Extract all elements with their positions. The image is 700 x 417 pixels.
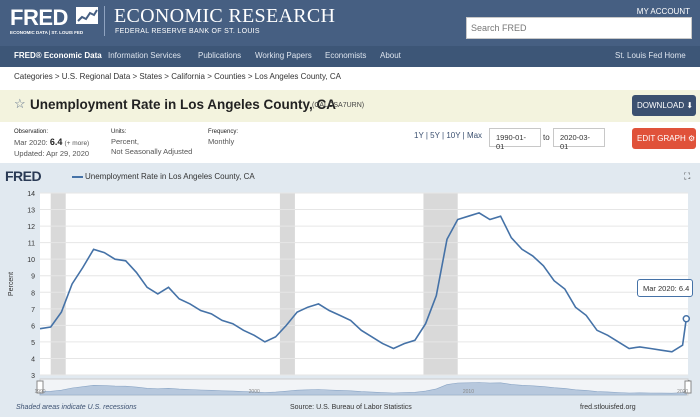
download-icon: ⬇ <box>686 101 694 110</box>
my-account-link[interactable]: MY ACCOUNT <box>636 7 690 16</box>
logo-tagline: ECONOMIC DATA | ST. LOUIS FED <box>10 30 84 35</box>
download-label: DOWNLOAD <box>637 101 685 110</box>
logo-wordmark: FRED <box>10 5 68 30</box>
to-label: to <box>543 133 550 142</box>
main-nav: FRED® Economic Data Information Services… <box>0 46 700 67</box>
y-tick-label: 8 <box>31 290 35 297</box>
chart-tooltip: Mar 2020: 6.4 <box>637 279 693 297</box>
legend-label: Unemployment Rate in Los Angeles County,… <box>85 172 255 181</box>
site-url[interactable]: fred.stlouisfed.org <box>580 404 636 411</box>
observation-line: Mar 2020: 6.4 (+ more) <box>14 137 89 149</box>
navigator-tick-label: 1990 <box>34 389 45 395</box>
start-date-input[interactable]: 1990-01-01 <box>489 128 541 151</box>
legend-swatch <box>72 176 83 178</box>
navigator-handle-left <box>36 380 44 394</box>
date-range-links[interactable]: 1Y | 5Y | 10Y | Max <box>414 131 483 140</box>
header-divider <box>104 6 105 36</box>
frequency-block: Frequency: Monthly <box>208 127 238 147</box>
series-title: Unemployment Rate in Los Angeles County,… <box>30 97 337 112</box>
edit-graph-button[interactable]: EDIT GRAPH ⚙ <box>632 128 696 149</box>
nav-information-services[interactable]: Information Services <box>108 51 181 60</box>
nav-st-louis-fed-home[interactable]: St. Louis Fed Home <box>615 51 686 60</box>
gear-icon: ⚙ <box>687 134 696 143</box>
source-note: Source: U.S. Bureau of Labor Statistics <box>290 404 412 411</box>
nav-economists[interactable]: Economists <box>325 51 367 60</box>
observation-block: Observation: Mar 2020: 6.4 (+ more) Upda… <box>14 127 89 159</box>
y-tick-label: 12 <box>27 224 35 231</box>
y-tick-label: 7 <box>31 307 35 314</box>
frequency-value: Monthly <box>208 137 235 146</box>
last-point <box>682 314 691 323</box>
observation-label: Observation: <box>14 129 49 135</box>
site-header: FRED ECONOMIC DATA | ST. LOUIS FED ECONO… <box>0 0 700 46</box>
search-input[interactable]: Search FRED <box>466 17 692 39</box>
y-tick-label: 11 <box>28 241 35 248</box>
frequency-label: Frequency: <box>208 129 239 135</box>
recession-band <box>50 193 66 375</box>
series-id: (CALOSA7URN) <box>312 102 365 109</box>
y-tick-label: 6 <box>31 323 35 330</box>
federal-reserve-subtitle: FEDERAL RESERVE BANK OF ST. LOUIS <box>115 28 260 35</box>
fullscreen-icon[interactable]: ⛶ <box>684 171 691 181</box>
observation-value: 6.4 <box>49 137 63 147</box>
graph-fred-mark: FRED <box>5 168 42 184</box>
nav-publications[interactable]: Publications <box>198 51 242 60</box>
navigator-tick-label: 2000 <box>249 389 260 395</box>
y-tick-label: 4 <box>31 356 35 363</box>
plot-area <box>40 193 688 375</box>
updated-date: Updated: Apr 29, 2020 <box>14 149 90 158</box>
units-value-1: Percent, <box>111 137 139 146</box>
observation-more-link[interactable]: (+ more) <box>64 140 90 147</box>
y-tick-label: 3 <box>31 373 35 380</box>
chart-logo-icon <box>76 7 98 24</box>
units-value-2: Not Seasonally Adjusted <box>111 147 193 156</box>
navigator-handle-right <box>684 380 692 394</box>
series-title-band: ☆ Unemployment Rate in Los Angeles Count… <box>0 90 700 122</box>
recession-band <box>423 193 458 375</box>
navigator-tick-label: 2020 <box>677 389 688 395</box>
graph-container: 3456789101112131419921994199619982000200… <box>0 163 700 417</box>
series-line <box>39 212 688 353</box>
nav-fred-economic-data[interactable]: FRED® Economic Data <box>14 51 102 60</box>
observation-date: Mar 2020: <box>14 138 48 147</box>
navigator-tick-label: 2010 <box>463 389 474 395</box>
edit-graph-label: EDIT GRAPH <box>637 134 686 143</box>
nav-about[interactable]: About <box>380 51 401 60</box>
fred-logo[interactable]: FRED ECONOMIC DATA | ST. LOUIS FED <box>10 5 98 41</box>
units-block: Units: Percent, Not Seasonally Adjusted <box>111 127 192 157</box>
recession-note: Shaded areas indicate U.S. recessions <box>16 404 137 411</box>
breadcrumb[interactable]: Categories > U.S. Regional Data > States… <box>14 72 341 81</box>
recession-band <box>279 193 295 375</box>
y-tick-label: 9 <box>31 274 35 281</box>
y-axis-label: Percent <box>8 272 15 296</box>
line-chart[interactable]: 3456789101112131419921994199619982000200… <box>0 163 700 417</box>
navigator-area <box>39 382 687 396</box>
star-icon[interactable]: ☆ <box>14 96 26 111</box>
y-tick-label: 13 <box>27 208 35 215</box>
units-label: Units: <box>111 129 127 135</box>
y-tick-label: 10 <box>27 257 35 264</box>
economic-research-title[interactable]: ECONOMIC RESEARCH <box>114 5 336 27</box>
nav-working-papers[interactable]: Working Papers <box>255 51 312 60</box>
y-tick-label: 5 <box>31 340 35 347</box>
download-button[interactable]: DOWNLOAD ⬇ <box>632 95 696 116</box>
y-tick-label: 14 <box>27 191 35 198</box>
end-date-input[interactable]: 2020-03-01 <box>553 128 605 151</box>
